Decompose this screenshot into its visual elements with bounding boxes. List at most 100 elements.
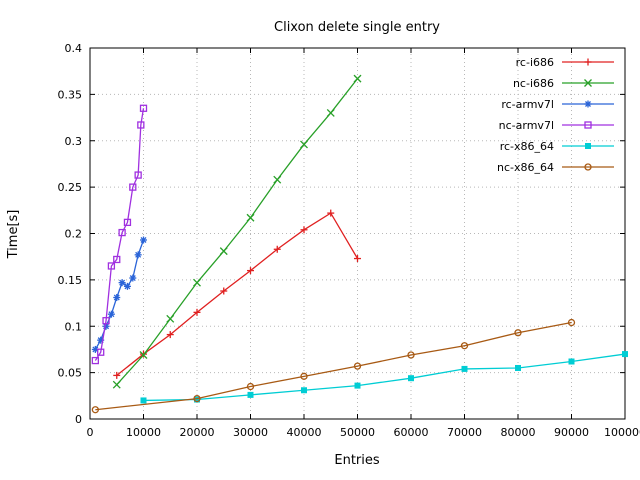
y-tick-label: 0.05 xyxy=(58,367,83,380)
marker xyxy=(129,275,136,281)
marker xyxy=(119,279,126,286)
marker xyxy=(461,365,468,372)
legend-label: nc-x86_64 xyxy=(497,161,554,174)
y-tick-label: 0.4 xyxy=(65,42,83,55)
marker xyxy=(118,228,126,237)
legend-label: rc-i686 xyxy=(516,56,554,69)
marker xyxy=(91,406,99,414)
series-nc-x86_64 xyxy=(91,318,576,414)
marker xyxy=(193,394,201,403)
marker xyxy=(124,283,131,290)
legend-entry-nc-i686: nc-i686 xyxy=(513,77,614,90)
series-line xyxy=(116,78,359,386)
marker xyxy=(166,314,175,323)
series-rc-i686 xyxy=(113,209,361,379)
marker xyxy=(134,171,142,179)
marker xyxy=(246,382,255,391)
x-tick-label: 50000 xyxy=(340,426,375,439)
marker xyxy=(123,218,132,227)
y-axis-label: Time[s] xyxy=(6,210,21,260)
legend-entry-nc-armv7l: nc-armv7l xyxy=(499,119,614,132)
marker xyxy=(408,375,414,382)
marker xyxy=(622,351,628,358)
marker xyxy=(354,382,361,389)
marker xyxy=(584,163,592,171)
legend-entry-rc-armv7l: rc-armv7l xyxy=(501,98,614,111)
marker xyxy=(108,311,115,318)
x-tick-label: 40000 xyxy=(287,426,322,439)
grid: 0 10000 20000 30000 40000 50000 60000 70000 8000… xyxy=(58,42,640,439)
marker xyxy=(514,329,522,337)
x-tick-label: 70000 xyxy=(447,426,482,439)
legend-entry-rc-x86_64: rc-x86_64 xyxy=(500,140,614,153)
series-layer xyxy=(91,74,628,414)
x-tick-label: 80000 xyxy=(501,426,536,439)
y-tick-label: 0.25 xyxy=(58,181,83,194)
series-line xyxy=(94,108,145,361)
marker xyxy=(140,237,147,243)
marker xyxy=(135,251,142,258)
marker xyxy=(193,278,201,287)
legend-label: nc-armv7l xyxy=(499,119,554,132)
marker xyxy=(301,387,307,394)
legend-label: nc-i686 xyxy=(513,77,554,90)
marker xyxy=(247,391,254,398)
marker xyxy=(113,294,120,301)
series-line xyxy=(95,321,572,411)
marker xyxy=(194,396,200,403)
marker xyxy=(107,262,116,270)
legend-label: rc-armv7l xyxy=(501,98,554,111)
marker xyxy=(568,358,575,365)
marker xyxy=(97,348,105,356)
series-line xyxy=(116,212,359,376)
legend: rc-i686 nc-i686 rc-armv7l nc-armv7l rc-x86_6… xyxy=(497,56,614,174)
marker xyxy=(300,372,308,380)
marker xyxy=(273,175,282,184)
y-tick-label: 0.15 xyxy=(58,274,83,287)
marker xyxy=(92,346,99,353)
series-nc-i686 xyxy=(112,74,362,389)
marker xyxy=(326,108,335,117)
marker xyxy=(137,121,145,129)
marker xyxy=(219,247,228,256)
x-tick-label: 60000 xyxy=(394,426,429,439)
marker xyxy=(112,380,121,389)
y-tick-label: 0 xyxy=(75,413,82,426)
legend-label: rc-x86_64 xyxy=(500,140,554,153)
marker xyxy=(460,342,469,350)
plot-border xyxy=(89,47,626,420)
x-tick-label: 90000 xyxy=(554,426,589,439)
x-tick-label: 10000 xyxy=(126,426,161,439)
marker xyxy=(113,255,121,264)
series-rc-x86_64 xyxy=(140,351,628,404)
series-nc-armv7l xyxy=(91,104,148,365)
x-tick-label: 20000 xyxy=(180,426,215,439)
x-tick-label: 30000 xyxy=(233,426,268,439)
marker xyxy=(585,101,591,107)
marker xyxy=(407,351,415,359)
marker xyxy=(567,318,576,327)
y-tick-label: 0.2 xyxy=(65,228,83,241)
marker xyxy=(246,213,255,222)
y-tick-label: 0.35 xyxy=(58,88,83,101)
marker xyxy=(584,121,592,129)
marker xyxy=(300,140,308,149)
legend-entry-rc-i686: rc-i686 xyxy=(516,56,614,69)
marker xyxy=(585,143,591,149)
series-rc-armv7l xyxy=(91,236,147,353)
marker xyxy=(584,79,592,87)
x-axis-label: Entries xyxy=(334,453,380,468)
marker xyxy=(102,317,110,325)
marker xyxy=(129,183,137,191)
series-line xyxy=(143,353,626,402)
marker xyxy=(515,364,521,371)
marker xyxy=(139,104,148,112)
legend-entry-nc-x86_64: nc-x86_64 xyxy=(497,161,614,174)
marker xyxy=(140,397,147,404)
chart-title: Clixon delete single entry xyxy=(274,20,440,35)
y-tick-label: 0.1 xyxy=(65,320,83,333)
marker xyxy=(139,351,148,359)
marker xyxy=(353,74,362,83)
